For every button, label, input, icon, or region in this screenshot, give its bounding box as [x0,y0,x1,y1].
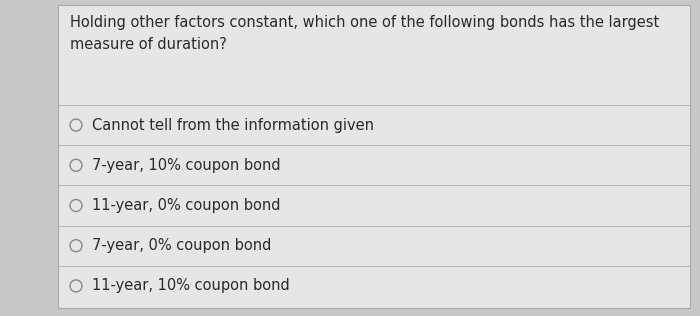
Text: 11-year, 10% coupon bond: 11-year, 10% coupon bond [92,278,290,293]
Text: 7-year, 10% coupon bond: 7-year, 10% coupon bond [92,158,281,173]
Text: Holding other factors constant, which one of the following bonds has the largest: Holding other factors constant, which on… [70,15,659,52]
Text: Cannot tell from the information given: Cannot tell from the information given [92,118,374,133]
Text: 11-year, 0% coupon bond: 11-year, 0% coupon bond [92,198,281,213]
Text: 7-year, 0% coupon bond: 7-year, 0% coupon bond [92,238,272,253]
